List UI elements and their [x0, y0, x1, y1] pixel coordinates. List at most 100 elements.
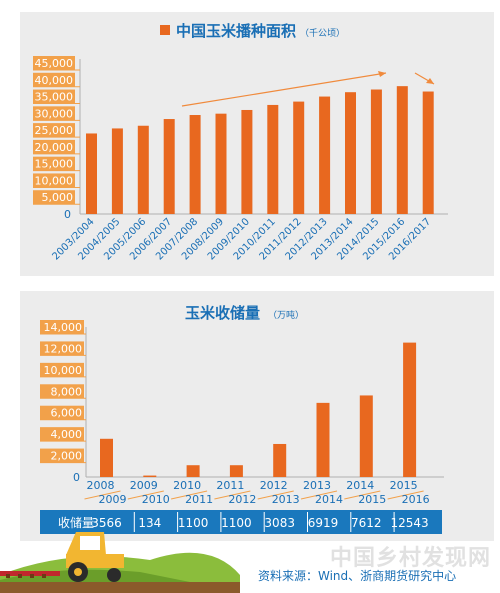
arrowhead-icon [378, 71, 386, 77]
watermark: 中国乡村发现网 [330, 546, 492, 571]
arrowhead-icon [426, 78, 434, 84]
x-tick-slash [300, 490, 338, 500]
y-tick-label: 10,000 [44, 364, 83, 377]
x-tick-slash [170, 490, 208, 500]
y-tick-box [33, 190, 75, 205]
table-value: 3566 [91, 516, 122, 530]
y-tick-box [33, 123, 75, 138]
y-tick-box [33, 156, 75, 171]
table-value: 134 [138, 516, 161, 530]
bar-planting-area [86, 133, 97, 214]
chart1-unit: （千公顷） [300, 28, 345, 39]
y-tick-box [33, 106, 75, 121]
chart2-unit: （万吨） [268, 309, 304, 321]
legend-square [160, 25, 170, 35]
x-tick-slash [127, 490, 164, 500]
y-tick-box [40, 405, 84, 420]
y-tick-label: 10,000 [35, 174, 74, 187]
y-tick-label: 35,000 [35, 91, 74, 104]
y-tick-box [33, 89, 75, 104]
bar-planting-area [241, 109, 253, 214]
y-tick-label: 12,000 [44, 342, 83, 355]
bar-reserve [186, 465, 200, 477]
bar-reserve [273, 443, 287, 477]
y-tick-label: 2,000 [51, 450, 83, 463]
table-value: 6919 [308, 516, 339, 530]
table-value: 7612 [351, 516, 382, 530]
y-tick-label: 45,000 [35, 57, 74, 70]
y-tick-label: 40,000 [35, 74, 74, 87]
table-value: 1100 [221, 516, 252, 530]
x-tick-slash [214, 490, 251, 500]
y-tick-box [40, 384, 84, 399]
y-tick-box [40, 362, 84, 377]
tractor-illustration [0, 532, 240, 593]
bar-planting-area [396, 86, 408, 214]
x-tick-label-end: 2012 [228, 493, 256, 506]
bar-reserve [143, 475, 157, 477]
bar-planting-area [189, 115, 201, 214]
y-tick-label: 20,000 [35, 141, 74, 154]
x-tick-label-end: 2010 [142, 493, 170, 506]
x-tick-label-start: 2010 [173, 479, 201, 492]
x-tick-label-end: 2016 [402, 493, 430, 506]
x-tick-slash [344, 490, 381, 500]
y-tick-label: 15,000 [35, 158, 74, 171]
reserve-table [40, 510, 442, 534]
trend-arrow-up [181, 72, 387, 107]
chart1-title: 中国玉米播种面积 [176, 22, 296, 40]
bar-planting-area [163, 119, 175, 214]
x-tick-slash [387, 490, 424, 500]
bar-reserve [359, 395, 373, 477]
bar-planting-area [345, 92, 356, 214]
x-tick-label-start: 2013 [303, 479, 331, 492]
x-tick-label-start: 2014 [346, 479, 374, 492]
y-tick-box [33, 139, 75, 154]
x-tick-label-start: 2012 [260, 479, 288, 492]
y-tick-box [33, 173, 75, 188]
bar-planting-area [267, 104, 279, 214]
bar-reserve [100, 438, 113, 477]
bar-planting-area [319, 96, 331, 214]
y-tick-label: 0 [73, 471, 80, 484]
x-tick-label-end: 2009 [99, 493, 127, 506]
table-value: 3083 [264, 516, 295, 530]
bar-planting-area [137, 125, 149, 214]
x-tick-label-end: 2014 [315, 493, 343, 506]
bar-planting-area [215, 113, 227, 214]
y-tick-box [40, 448, 84, 463]
y-tick-label: 0 [64, 208, 71, 221]
x-tick-slash [257, 490, 294, 500]
bar-reserve [403, 342, 417, 477]
y-tick-box [33, 56, 75, 70]
y-tick-label: 4,000 [51, 428, 83, 441]
x-tick-label-start: 2009 [130, 479, 158, 492]
y-tick-label: 30,000 [35, 107, 74, 120]
source-text: 资料来源：Wind、浙商期货研究中心 [258, 569, 457, 583]
y-tick-label: 8,000 [51, 385, 83, 398]
y-tick-label: 25,000 [35, 124, 74, 137]
x-tick-label-start: 2011 [216, 479, 244, 492]
x-tick-label-start: 2015 [390, 479, 418, 492]
x-tick-label-end: 2015 [358, 493, 386, 506]
table-header: 收储量 [58, 515, 94, 530]
y-tick-box [40, 320, 84, 334]
x-tick-label-end: 2013 [272, 493, 300, 506]
x-tick-slash [84, 490, 121, 500]
bar-planting-area [293, 101, 305, 214]
bar-planting-area [422, 91, 434, 214]
table-value: 12543 [391, 516, 429, 530]
y-tick-label: 14,000 [44, 321, 83, 334]
y-tick-box [40, 427, 84, 442]
table-value: 1100 [178, 516, 209, 530]
bar-reserve [316, 402, 330, 477]
y-tick-label: 5,000 [42, 191, 74, 204]
bar-planting-area [111, 128, 123, 214]
chart2-title: 玉米收储量 [185, 304, 260, 322]
y-tick-label: 6,000 [51, 407, 83, 420]
y-tick-box [40, 341, 84, 356]
panel-planting-area [20, 12, 494, 276]
x-tick-label-end: 2011 [185, 493, 213, 506]
y-tick-box [33, 72, 75, 87]
